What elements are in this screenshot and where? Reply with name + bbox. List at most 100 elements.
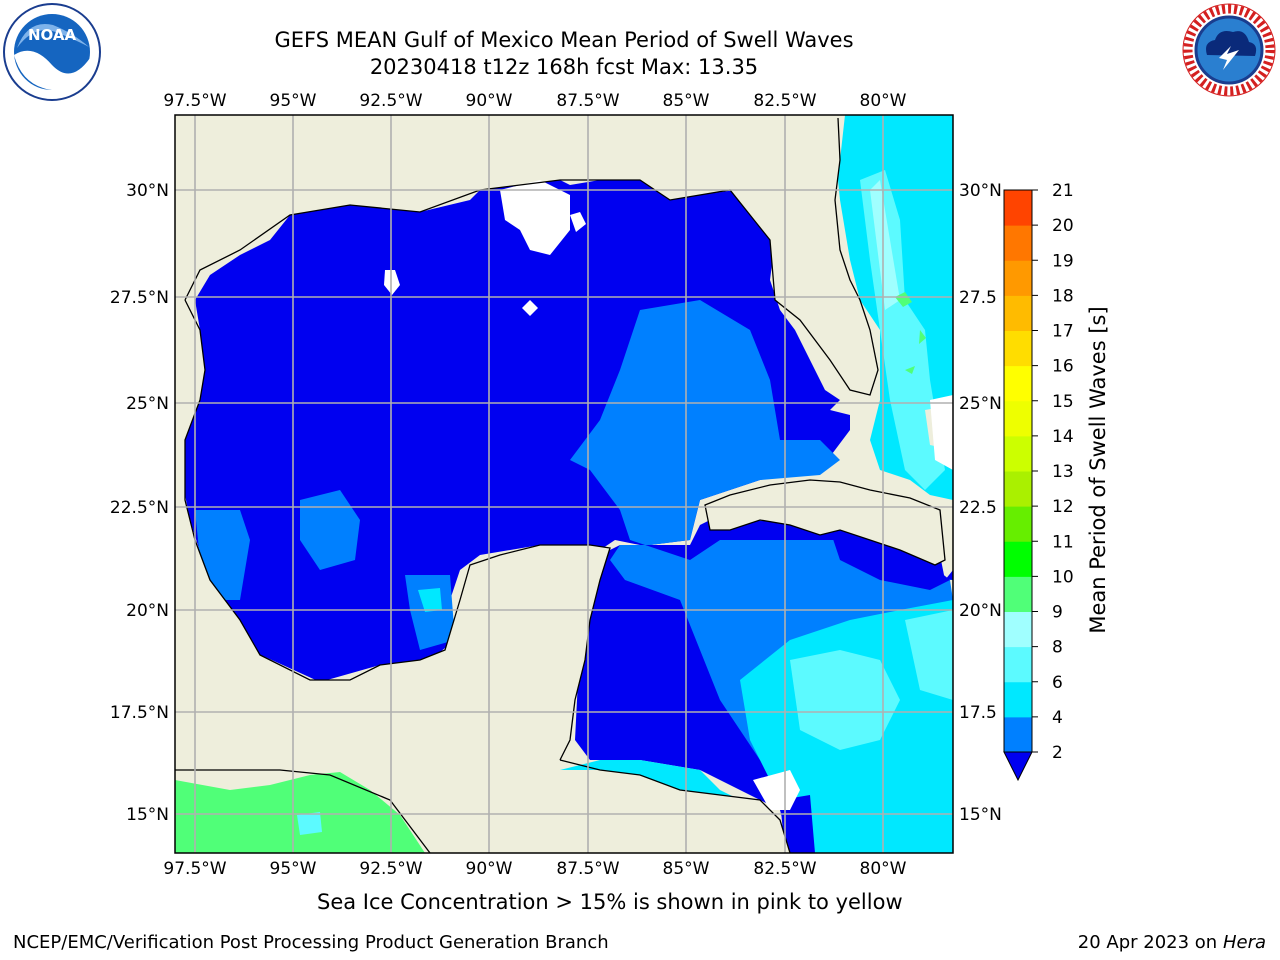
lon-label: 90°W: [466, 91, 513, 111]
swell-band-8-9-caribbean: [790, 650, 900, 750]
footer-credit: NCEP/EMC/Verification Post Processing Pr…: [13, 932, 609, 953]
nodata-patch-1: [384, 270, 400, 295]
nodata-patch-3: [570, 212, 586, 232]
nodata-patch-2: [522, 300, 538, 316]
lat-label: 15°N: [959, 805, 1002, 825]
sea-ice-note: Sea Ice Concentration > 15% is shown in …: [317, 890, 903, 914]
lat-labels-left: 30°N 27.5°N 25°N 22.5°N 20°N 17.5°N 15°N: [110, 181, 169, 825]
lon-label: 90°W: [466, 859, 513, 879]
chart-subtitle: 20230418 t12z 168h fcst Max: 13.35: [369, 55, 759, 79]
lat-label: 30°N: [126, 181, 169, 201]
colorbar-tick-label: 18: [1052, 286, 1074, 306]
swell-band-4-6-campeche: [405, 575, 455, 650]
lon-label: 82.5°W: [753, 91, 816, 111]
lon-labels-bottom: 97.5°W 95°W 92.5°W 90°W 87.5°W 85°W 82.5…: [163, 859, 906, 879]
lon-label: 97.5°W: [163, 859, 226, 879]
lat-label: 22.5: [959, 498, 997, 518]
colorbar-under-arrow: [1003, 751, 1033, 782]
colorbar-segment: [1004, 506, 1032, 542]
honduras-coastline: [559, 759, 791, 853]
colorbar-segment: [1004, 681, 1032, 718]
nodata-patch-5: [930, 395, 953, 470]
lat-label: 17.5°N: [110, 703, 169, 723]
lon-label: 80°W: [860, 859, 907, 879]
lon-label: 87.5°W: [556, 91, 619, 111]
swell-band-9-10: [870, 180, 900, 310]
colorbar-tick-label: 20: [1052, 216, 1074, 236]
colorbar-tick-label: 14: [1052, 427, 1074, 447]
mississippi-delta-gap: [500, 180, 570, 255]
noaa-logo: NOAA: [3, 3, 101, 101]
colorbar-segment: [1004, 716, 1032, 753]
lat-label: 25°N: [959, 394, 1002, 414]
colorbar-segment: [1004, 541, 1032, 577]
swell-band-8-9-east: [905, 610, 953, 700]
lon-label: 92.5°W: [359, 859, 422, 879]
colorbar-segment: [1004, 435, 1032, 472]
pacific-swell-band-10-11: [175, 772, 425, 853]
lon-label: 92.5°W: [359, 91, 422, 111]
colorbar-segment: [1004, 260, 1032, 296]
colorbar-tick-label: 15: [1052, 392, 1074, 412]
footer-host: Hera: [1222, 932, 1266, 953]
colorbar-tick-label: 6: [1052, 673, 1063, 693]
colorbar-segment: [1004, 400, 1032, 437]
colorbar-tick-label: 13: [1052, 462, 1074, 482]
lon-label: 82.5°W: [753, 859, 816, 879]
north-america-landmass: [175, 115, 878, 770]
colorbar-tick-label: 17: [1052, 322, 1074, 342]
lat-label: 20°N: [126, 601, 169, 621]
lon-label: 85°W: [663, 859, 710, 879]
footer-date-text: 20 Apr 2023 on: [1077, 932, 1223, 953]
map-area: [175, 115, 953, 853]
colorbar-tick-label: 16: [1052, 357, 1074, 377]
cuba-coastline: [704, 479, 946, 566]
colorbar-segment: [1004, 611, 1032, 648]
map-gridlines: [175, 115, 953, 853]
lat-labels-right: 30°N 27.5 25°N 22.5 20°N 17.5 15°N: [959, 181, 1002, 825]
swell-band-2-4-caribbean: [830, 530, 950, 590]
colorbar-tick-label: 21: [1052, 181, 1074, 201]
swell-band-6-8-spot: [418, 588, 442, 612]
lat-label: 20°N: [959, 601, 1002, 621]
colorbar-tick-label: 19: [1052, 251, 1074, 271]
lat-label: 25°N: [126, 394, 169, 414]
lon-label: 87.5°W: [556, 859, 619, 879]
colorbar: 2 4 6 8 9 10 11 12 13 14 15 16 17 18 19 20 21: [1003, 181, 1074, 782]
gulf-north-coastline: [184, 117, 879, 396]
pacific-swell-band-8-9: [297, 812, 322, 835]
colorbar-tick-label: 2: [1052, 743, 1063, 763]
lat-label: 17.5: [959, 703, 997, 723]
colorbar-tick-label: 4: [1052, 708, 1063, 728]
nodata-patch-4: [753, 770, 800, 810]
colorbar-tick-label: 10: [1052, 567, 1074, 587]
lat-label: 15°N: [126, 805, 169, 825]
lat-label: 22.5°N: [110, 498, 169, 518]
swell-band-10-11-spots: [895, 292, 926, 374]
pacific-coastline: [175, 769, 431, 853]
lon-label: 95°W: [270, 91, 317, 111]
colorbar-segment: [1004, 365, 1032, 402]
lon-labels-top: 97.5°W 95°W 92.5°W 90°W 87.5°W 85°W 82.5…: [163, 91, 906, 111]
lon-label: 97.5°W: [163, 91, 226, 111]
noaa-logo-text: NOAA: [28, 26, 77, 44]
colorbar-label: Mean Period of Swell Waves [s]: [1086, 306, 1110, 633]
colorbar-tick-label: 11: [1052, 532, 1074, 552]
map-frame: [174, 114, 954, 854]
colorbar-segment: [1004, 330, 1032, 367]
colorbar-segment: [1004, 576, 1032, 612]
colorbar-tick-label: 8: [1052, 638, 1063, 658]
chart-title: GEFS MEAN Gulf of Mexico Mean Period of …: [274, 28, 854, 52]
swell-band-4-6-west: [300, 490, 360, 570]
cuba-landmass: [705, 480, 945, 565]
lon-label: 80°W: [860, 91, 907, 111]
mexico-coastline: [184, 299, 611, 761]
colorbar-segment: [1004, 646, 1032, 683]
colorbar-segment: [1004, 190, 1032, 226]
footer-date: 20 Apr 2023 on Hera: [1078, 932, 1266, 953]
nws-logo: [1179, 0, 1279, 100]
lat-label: 30°N: [959, 181, 1002, 201]
colorbar-tick-label: 12: [1052, 497, 1074, 517]
lat-label: 27.5°N: [110, 288, 169, 308]
